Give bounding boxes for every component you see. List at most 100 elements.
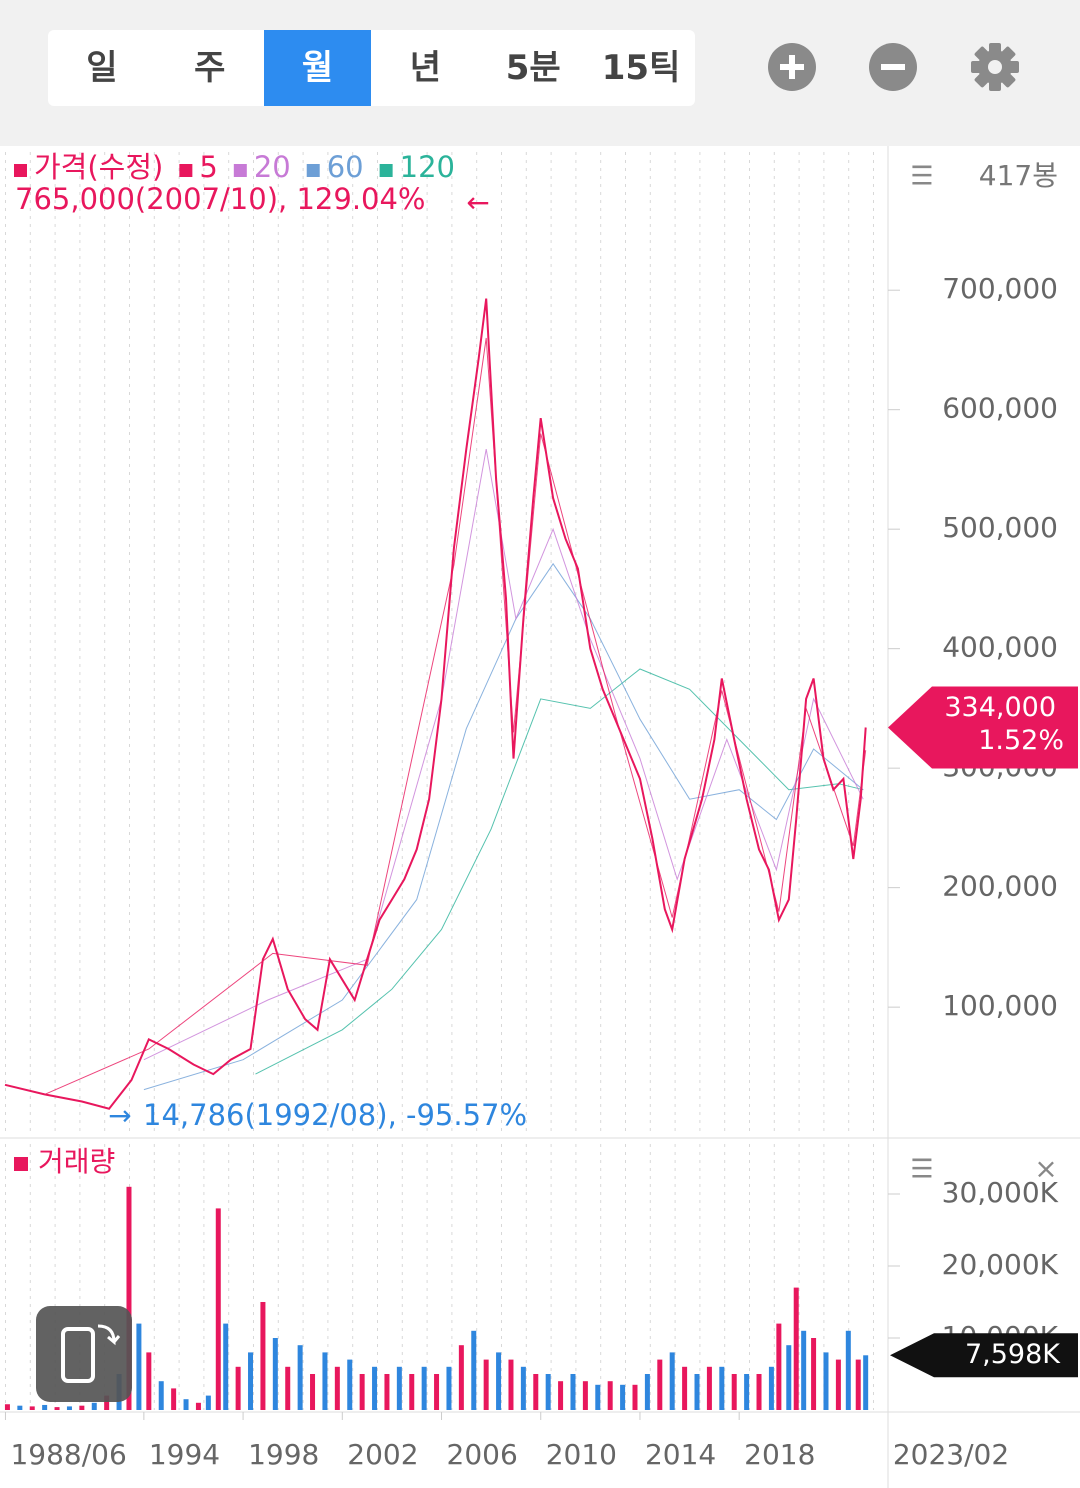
x-tick-label: 2010 [546,1438,617,1471]
zoom-out-icon [881,64,905,70]
volume-bar [644,1374,650,1410]
zoom-out-button[interactable] [869,43,917,91]
volume-bar [731,1374,737,1410]
volume-bar [607,1381,613,1410]
volume-bar [483,1359,489,1410]
legend-label: 60 [327,150,364,184]
volume-bar [171,1388,177,1410]
volume-title: 거래량 [38,1145,115,1178]
period-tab[interactable]: 5분 [505,48,561,88]
legend-swatch [179,164,193,177]
volume-bar [29,1406,35,1410]
volume-bar [508,1359,514,1410]
volume-bar [285,1366,291,1410]
y-tick-label: 200,000 [942,870,1058,903]
volume-bar [496,1352,502,1410]
volume-grid [0,1140,888,1410]
volume-bar [620,1384,626,1410]
volume-bar [146,1352,152,1410]
current-price: 334,000 [944,692,1056,723]
volume-bar [195,1402,201,1410]
volume-bar [384,1374,390,1410]
volume-bar [570,1374,576,1410]
last-date: 2023/02 [893,1438,1009,1471]
volume-bar [126,1186,132,1410]
x-tick-label: 2002 [347,1438,418,1471]
y-tick-label: 400,000 [942,631,1058,664]
legend-label: 가격(수정) [34,150,163,184]
close-icon[interactable]: × [1034,1152,1057,1185]
volume-bar [545,1374,551,1410]
volume-bar [823,1352,829,1410]
y-tick-label: 100,000 [942,989,1058,1022]
menu-icon[interactable]: ☰ [910,162,933,192]
x-tick-label: 1998 [248,1438,319,1471]
volume-bar [310,1374,316,1410]
period-tabs: 일 주 월 년 5분 15틱 [48,30,695,106]
volume-bar [396,1366,402,1410]
volume-bar [183,1399,189,1410]
volume-legend-swatch [14,1157,28,1171]
y-tick-label: 600,000 [942,392,1058,425]
volume-bar [17,1405,23,1410]
chart: 100,000200,000300,000400,000500,000600,0… [0,146,1080,1488]
period-tab[interactable]: 일 [86,48,118,88]
x-tick-label: 2006 [447,1438,518,1471]
volume-bar [471,1330,477,1410]
low-annotation: 14,786(1992/08), -95.57% [143,1098,527,1132]
volume-bar [136,1323,142,1410]
volume-bar [158,1381,164,1410]
period-tab[interactable]: 월 [263,30,372,106]
volume-bar [260,1302,266,1410]
toolbar: 일 주 월 년 5분 15틱 [0,0,1080,146]
volume-bar [458,1345,464,1410]
rotate-button[interactable] [36,1306,132,1402]
moving-average [255,668,864,1075]
period-tab[interactable]: 15틱 [601,48,681,88]
volume-bar [811,1338,817,1410]
volume-bar [768,1366,774,1410]
settings-button[interactable] [969,41,1021,93]
volume-bar [409,1374,415,1410]
y-tick-label: 20,000K [942,1248,1059,1281]
y-tick-label: 700,000 [942,272,1058,305]
volume-bar [706,1366,712,1410]
volume-bar [801,1330,807,1410]
low-arrow: → [108,1099,131,1132]
y-tick-label: 500,000 [942,511,1058,544]
volume-bar [558,1381,564,1410]
volume-bar [632,1384,638,1410]
volume-bar [223,1323,229,1410]
legend-label: 5 [199,150,217,184]
volume-bar [533,1374,539,1410]
volume-bar [4,1404,10,1410]
volume-bar [756,1374,762,1410]
volume-bar [359,1374,365,1410]
period-tab[interactable]: 년 [409,48,442,88]
volume-bar [835,1359,841,1410]
y-tick-label: 30,000K [942,1176,1059,1209]
legend-swatch [14,164,27,177]
volume-bar [845,1330,851,1410]
volume-bar [91,1402,97,1410]
volume-bar [272,1338,278,1410]
volume-bar [582,1381,588,1410]
volume-bar [776,1323,782,1410]
high-annotation: 765,000(2007/10), 129.04% [15,182,426,216]
moving-average [44,337,867,1095]
current-volume: 7,598K [965,1339,1061,1370]
period-tab[interactable]: 주 [194,48,226,88]
moving-average [143,449,864,1061]
volume-bar [334,1366,340,1410]
legend-swatch [306,164,320,177]
high-arrow: ← [466,186,489,219]
volume-bar [347,1359,353,1410]
legend-swatch [233,164,247,177]
volume-bar [372,1366,378,1410]
menu-icon[interactable]: ☰ [910,1155,933,1185]
volume-bar [434,1374,440,1410]
volume-bar [855,1359,861,1410]
zoom-in-button[interactable] [768,43,816,91]
volume-bar [42,1404,48,1410]
